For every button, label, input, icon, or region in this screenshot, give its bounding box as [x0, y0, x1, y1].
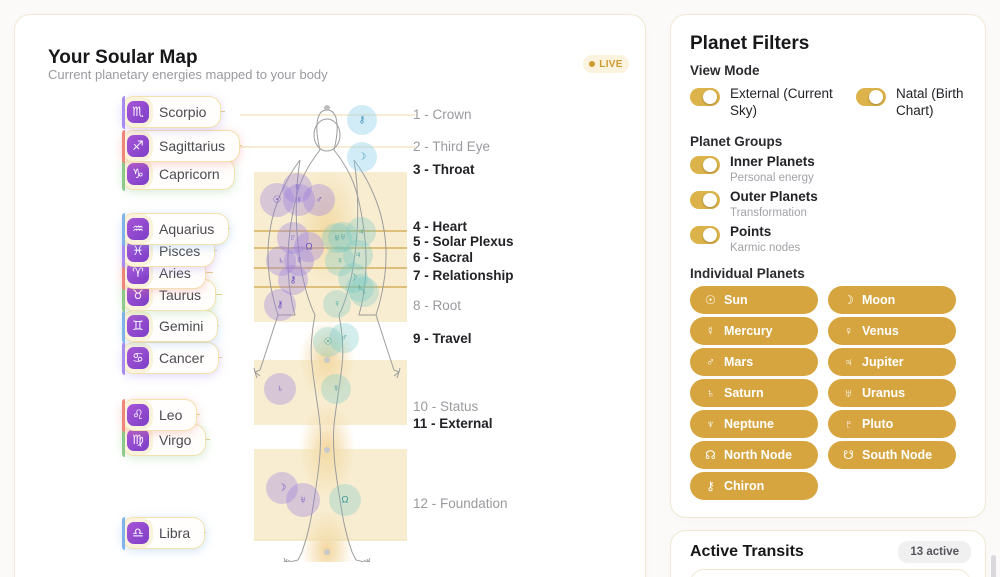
svg-text:♀︎: ♀︎: [333, 299, 340, 310]
svg-text:♀︎: ♀︎: [336, 256, 343, 267]
svg-text:☿︎: ☿︎: [332, 384, 339, 395]
svg-text:⚷︎: ⚷︎: [359, 115, 366, 126]
svg-text:⚷︎: ⚷︎: [277, 300, 284, 311]
svg-text:☽︎: ☽︎: [278, 483, 287, 494]
svg-text:♀︎: ♀︎: [295, 195, 302, 206]
svg-text:Ω: Ω: [305, 242, 312, 253]
svg-text:♂︎: ♂︎: [340, 333, 347, 344]
svg-text:♃︎: ♃︎: [354, 250, 361, 261]
svg-text:♅︎: ♅︎: [333, 233, 340, 244]
svg-text:♄︎: ♄︎: [276, 384, 283, 395]
svg-text:♃︎: ♃︎: [357, 227, 364, 238]
svg-text:♅︎: ♅︎: [299, 495, 306, 506]
svg-text:☉︎: ☉︎: [273, 195, 282, 206]
svg-text:⚷︎: ⚷︎: [290, 275, 297, 286]
svg-text:☽︎: ☽︎: [358, 152, 367, 163]
svg-text:♄︎: ♄︎: [277, 256, 284, 267]
svg-text:Ω: Ω: [341, 495, 348, 506]
svg-text:♄︎: ♄︎: [356, 283, 363, 294]
svg-text:♂︎: ♂︎: [315, 195, 322, 206]
